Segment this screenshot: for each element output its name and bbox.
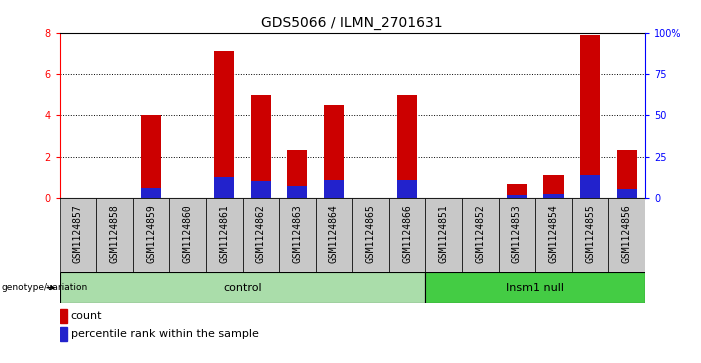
Text: Insm1 null: Insm1 null — [506, 283, 564, 293]
Bar — [243, 198, 279, 272]
Text: GSM1124866: GSM1124866 — [402, 204, 412, 262]
Bar — [214, 177, 234, 198]
Text: GSM1124854: GSM1124854 — [548, 204, 559, 262]
Bar — [507, 184, 527, 198]
Text: GSM1124858: GSM1124858 — [109, 204, 119, 262]
Text: percentile rank within the sample: percentile rank within the sample — [71, 329, 259, 339]
Bar — [426, 272, 645, 303]
Text: GSM1124864: GSM1124864 — [329, 204, 339, 262]
Bar — [214, 51, 234, 198]
Text: GSM1124852: GSM1124852 — [475, 204, 485, 262]
Text: GSM1124853: GSM1124853 — [512, 204, 522, 262]
Text: GSM1124861: GSM1124861 — [219, 204, 229, 262]
Text: GSM1124859: GSM1124859 — [146, 204, 156, 262]
Bar — [60, 272, 426, 303]
Bar — [397, 95, 417, 198]
Bar — [353, 198, 389, 272]
Bar — [608, 198, 645, 272]
Text: genotype/variation: genotype/variation — [1, 283, 88, 292]
Bar — [572, 198, 608, 272]
Bar — [96, 198, 132, 272]
Bar — [462, 198, 498, 272]
Bar — [206, 198, 243, 272]
Text: GSM1124851: GSM1124851 — [439, 204, 449, 262]
Bar — [543, 175, 564, 198]
Bar — [580, 175, 600, 198]
Bar — [132, 198, 170, 272]
Bar — [324, 105, 344, 198]
Bar — [543, 194, 564, 198]
Bar — [397, 180, 417, 198]
Text: count: count — [71, 311, 102, 321]
Text: GSM1124862: GSM1124862 — [256, 204, 266, 262]
Bar — [617, 188, 637, 198]
Bar — [535, 198, 572, 272]
Bar — [170, 198, 206, 272]
Bar — [287, 187, 308, 198]
Text: control: control — [223, 283, 261, 293]
Bar — [426, 198, 462, 272]
Title: GDS5066 / ILMN_2701631: GDS5066 / ILMN_2701631 — [261, 16, 443, 30]
Bar — [580, 35, 600, 198]
Bar — [507, 195, 527, 198]
Bar — [60, 309, 67, 323]
Text: GSM1124863: GSM1124863 — [292, 204, 302, 262]
Bar — [389, 198, 426, 272]
Bar — [60, 327, 67, 341]
Text: GSM1124860: GSM1124860 — [183, 204, 193, 262]
Bar — [141, 115, 161, 198]
Bar — [279, 198, 315, 272]
Bar — [251, 181, 271, 198]
Bar — [141, 188, 161, 198]
Bar — [324, 180, 344, 198]
Text: GSM1124865: GSM1124865 — [365, 204, 376, 262]
Bar — [617, 150, 637, 198]
Text: GSM1124855: GSM1124855 — [585, 204, 595, 262]
Bar — [60, 198, 96, 272]
Text: GSM1124857: GSM1124857 — [73, 204, 83, 262]
Bar — [315, 198, 352, 272]
Text: GSM1124856: GSM1124856 — [622, 204, 632, 262]
Bar — [498, 198, 535, 272]
Bar — [287, 150, 308, 198]
Bar — [251, 95, 271, 198]
